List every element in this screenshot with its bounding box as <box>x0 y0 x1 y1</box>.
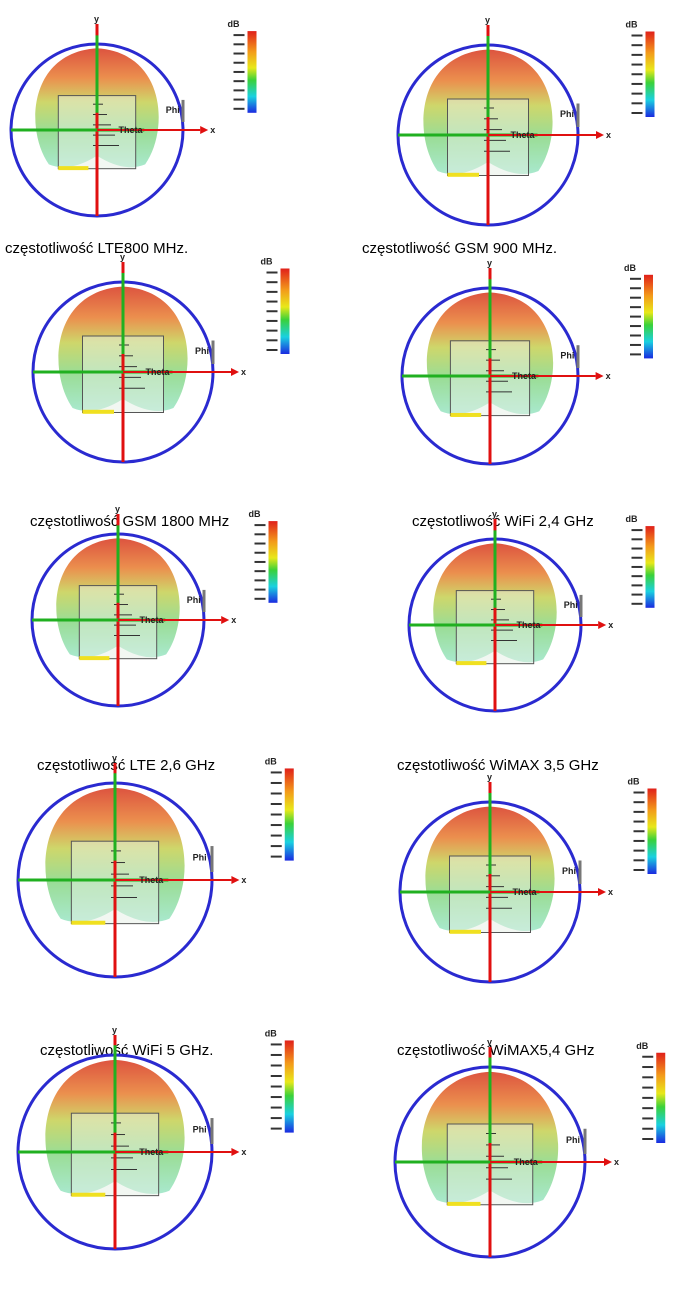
x-label: x <box>210 125 215 135</box>
radiation-pattern: y x Phi Theta dB <box>398 15 655 225</box>
caption: częstotliwość WiMAX5,4 GHz <box>397 1042 595 1059</box>
colorbar-unit: dB <box>265 1028 277 1038</box>
radiation-pattern: y x Phi Theta dB <box>33 252 290 462</box>
y-label: y <box>487 772 492 782</box>
theta-label: Theta <box>146 367 171 377</box>
figure-sheet: yxPhiThetadBczęstotliwość LTE800 MHz.yxP… <box>0 0 677 1310</box>
colorbar-unit: dB <box>249 509 261 519</box>
feed-strip <box>448 173 480 177</box>
x-label: x <box>241 875 246 885</box>
phi-label: Phi <box>166 105 180 115</box>
theta-label: Theta <box>139 1147 164 1157</box>
colorbar <box>248 31 257 113</box>
phi-label: Phi <box>566 1135 580 1145</box>
y-label: y <box>115 504 120 514</box>
y-label: y <box>94 14 99 24</box>
theta-label: Theta <box>514 1157 539 1167</box>
colorbar <box>269 521 278 603</box>
feed-strip <box>83 410 115 414</box>
radiation-pattern: y x Phi Theta dB <box>32 504 278 706</box>
feed-strip <box>58 166 88 170</box>
x-label: x <box>608 887 613 897</box>
theta-label: Theta <box>139 875 164 885</box>
colorbar <box>646 526 655 608</box>
y-label: y <box>492 509 497 519</box>
theta-label: Theta <box>512 371 537 381</box>
x-arrow <box>221 616 229 624</box>
colorbar <box>648 789 657 875</box>
colorbar-unit: dB <box>626 20 638 30</box>
x-label: x <box>608 620 613 630</box>
phi-label: Phi <box>562 866 576 876</box>
y-label: y <box>487 1037 492 1047</box>
colorbar-unit: dB <box>261 257 273 267</box>
caption: częstotliwość WiMAX 3,5 GHz <box>397 757 599 774</box>
phi-label: Phi <box>193 853 207 863</box>
x-label: x <box>606 371 611 381</box>
colorbar <box>281 269 290 355</box>
phi-label: Phi <box>187 595 201 605</box>
radiation-pattern: y x Phi Theta dB <box>402 258 653 464</box>
feed-strip <box>456 661 486 665</box>
x-arrow <box>231 368 239 376</box>
colorbar <box>646 32 655 118</box>
theta-label: Theta <box>517 620 542 630</box>
caption: częstotliwość LTE800 MHz. <box>5 240 188 257</box>
colorbar <box>285 768 294 860</box>
x-label: x <box>241 1147 246 1157</box>
x-arrow <box>596 131 604 139</box>
caption: częstotliwość GSM 900 MHz. <box>362 240 557 257</box>
colorbar-unit: dB <box>624 263 636 273</box>
page: {"figure_labels": {"y": "y", "x": "x", "… <box>0 0 677 1310</box>
theta-label: Theta <box>140 615 165 625</box>
x-arrow <box>596 372 604 380</box>
radiation-pattern: y x Phi Theta dB <box>395 1037 665 1257</box>
radiation-pattern: y x Phi Theta dB <box>400 772 657 982</box>
x-label: x <box>241 367 246 377</box>
x-arrow <box>598 888 606 896</box>
x-arrow <box>604 1158 612 1166</box>
x-arrow <box>231 1148 239 1156</box>
x-label: x <box>231 615 236 625</box>
x-arrow <box>598 621 606 629</box>
y-label: y <box>487 258 492 268</box>
phi-label: Phi <box>195 346 209 356</box>
colorbar-unit: dB <box>628 777 640 787</box>
radiation-pattern: y x Phi Theta dB <box>11 14 257 216</box>
feed-strip <box>450 930 482 934</box>
radiation-pattern: y x Phi Theta dB <box>409 509 655 711</box>
phi-label: Phi <box>193 1125 207 1135</box>
colorbar <box>656 1053 665 1143</box>
phi-label: Phi <box>564 600 578 610</box>
colorbar-unit: dB <box>228 19 240 29</box>
feed-strip <box>71 921 105 925</box>
colorbar-unit: dB <box>626 514 638 524</box>
colorbar-unit: dB <box>636 1041 648 1051</box>
caption: częstotliwość WiFi 2,4 GHz <box>412 513 594 530</box>
feed-strip <box>447 1202 480 1206</box>
theta-label: Theta <box>513 887 538 897</box>
x-arrow <box>200 126 208 134</box>
x-label: x <box>614 1157 619 1167</box>
x-arrow <box>231 876 239 884</box>
x-label: x <box>606 130 611 140</box>
feed-strip <box>450 413 481 417</box>
feed-strip <box>79 656 109 660</box>
colorbar-unit: dB <box>265 756 277 766</box>
feed-strip <box>71 1193 105 1197</box>
y-label: y <box>485 15 490 25</box>
caption: częstotliwość LTE 2,6 GHz <box>37 757 215 774</box>
y-label: y <box>112 753 117 763</box>
phi-label: Phi <box>560 109 574 119</box>
y-label: y <box>120 252 125 262</box>
colorbar <box>285 1040 294 1132</box>
theta-label: Theta <box>119 125 144 135</box>
phi-label: Phi <box>560 350 574 360</box>
caption: częstotliwość GSM 1800 MHz <box>30 513 229 530</box>
colorbar <box>644 275 653 359</box>
theta-label: Theta <box>511 130 536 140</box>
y-label: y <box>112 1025 117 1035</box>
radiation-pattern: y x Phi Theta dB <box>18 753 294 977</box>
